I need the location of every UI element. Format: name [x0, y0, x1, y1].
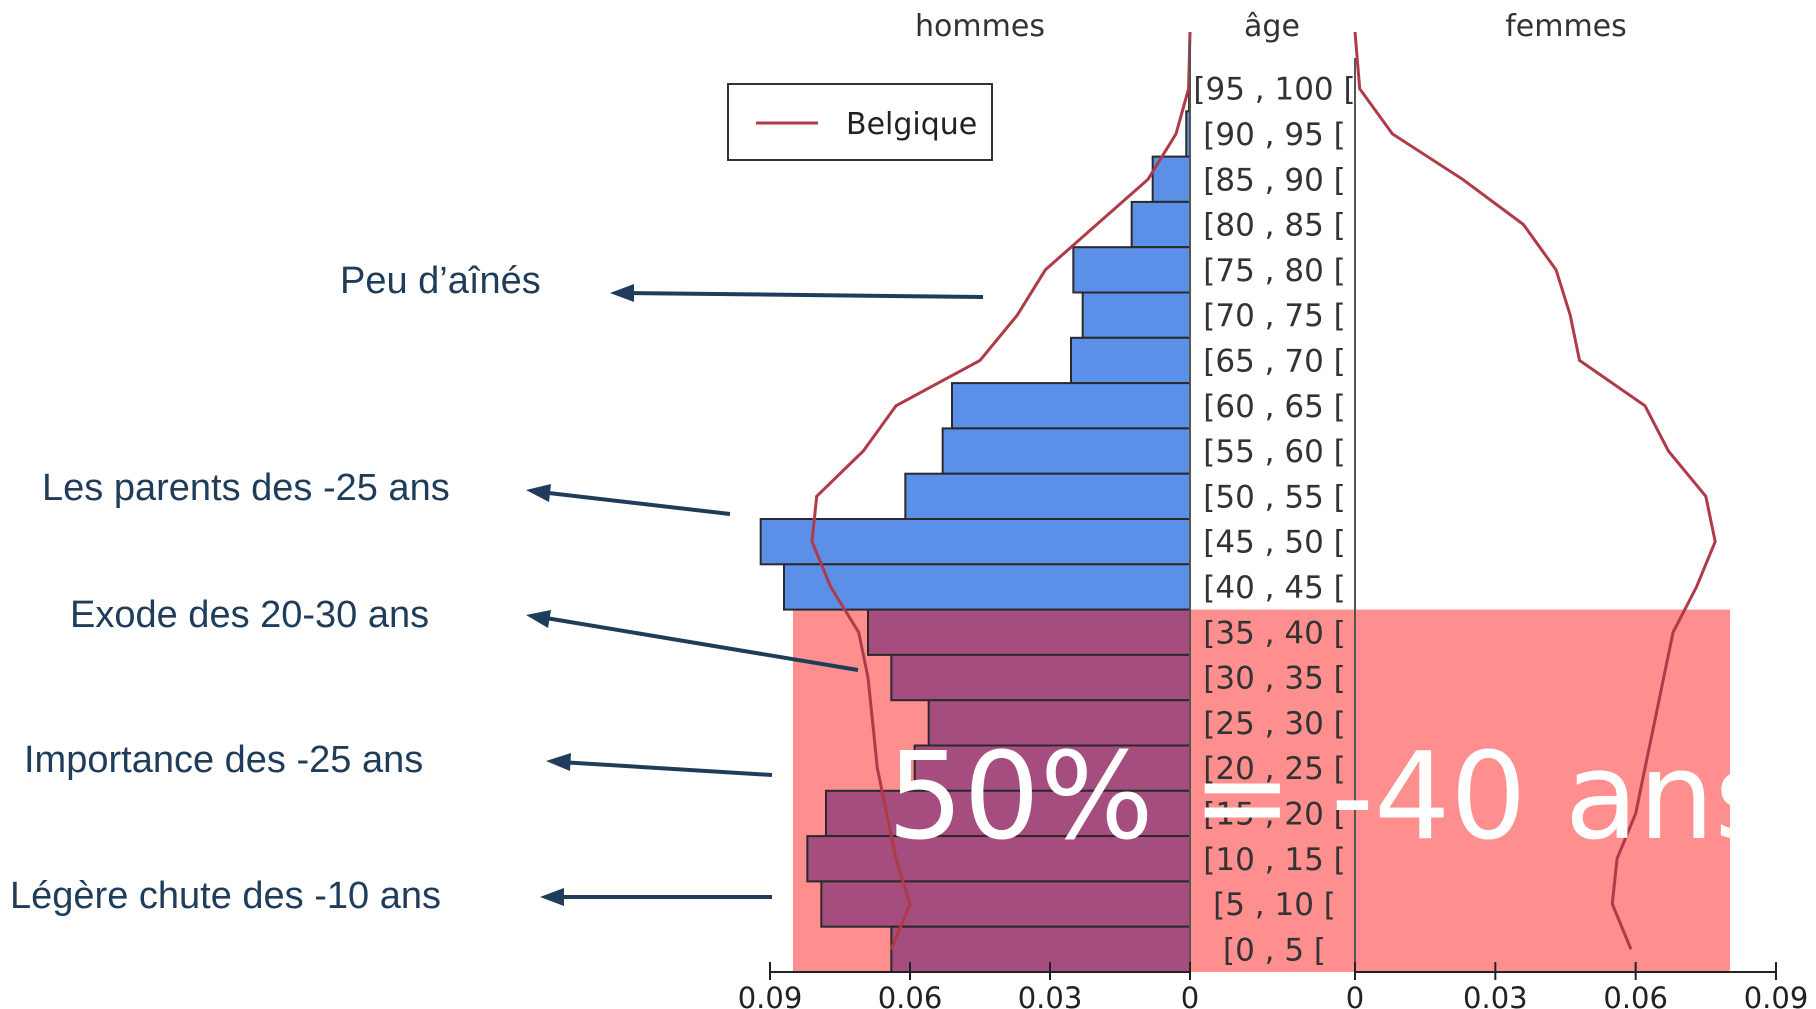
bar-hommes: [927, 699, 1192, 747]
age-label: [85 , 90 [: [1203, 162, 1346, 198]
tick-label-left: 0.09: [738, 981, 803, 1009]
annotation-arrow-exode: [539, 615, 859, 672]
annotation-chute: Légère chute des -10 ans: [10, 875, 441, 917]
arrowhead-icon: [540, 888, 564, 906]
tick-label-left: 0: [1181, 981, 1199, 1009]
bar-hommes: [1072, 246, 1192, 294]
bar-hommes: [1081, 291, 1191, 339]
age-label: [50 , 55 [: [1203, 479, 1346, 515]
annotation-arrow-parents: [539, 490, 731, 516]
tick-label-left: 0.03: [1018, 981, 1083, 1009]
age-label: [95 , 100 [: [1193, 72, 1355, 108]
tick-label-right: 0.06: [1603, 981, 1668, 1009]
bar-hommes: [867, 608, 1191, 656]
annotations: Peu d’aînés Les parents des -25 ans Exod…: [10, 260, 984, 917]
bar-hommes: [890, 653, 1191, 702]
arrowhead-icon: [610, 284, 634, 302]
age-label: [30 , 35 [: [1203, 661, 1346, 697]
age-label: [15 , 20 [: [1203, 796, 1346, 832]
age-label: [40 , 45 [: [1203, 570, 1346, 606]
arrowhead-icon: [526, 484, 551, 502]
age-label: [90 , 95 [: [1203, 117, 1346, 153]
arrowhead-icon: [526, 610, 551, 628]
bar-hommes: [1070, 336, 1191, 385]
age-labels: [95 , 100 [ [90 , 95 [ [85 , 90 [ [80 , 85 …: [1193, 72, 1355, 969]
annotation-arrow-peu-aines: [623, 291, 984, 299]
age-label: [70 , 75 [: [1203, 298, 1346, 334]
annotation-importance: Importance des -25 ans: [24, 739, 423, 781]
line-belgique-femmes: [1353, 31, 1717, 950]
bar-hommes: [913, 744, 1192, 792]
age-label: [65 , 70 [: [1203, 343, 1346, 379]
bar-hommes: [904, 472, 1191, 521]
age-label: [20 , 25 [: [1203, 751, 1346, 787]
age-label: [75 , 80 [: [1203, 253, 1346, 289]
annotation-arrow-importance: [559, 760, 773, 777]
age-label: [10 , 15 [: [1203, 842, 1346, 878]
bar-hommes: [759, 518, 1192, 566]
overlay-text: 50% = -40 ans: [887, 728, 1777, 867]
line-belgique-hommes: [810, 31, 1192, 950]
header-femmes: femmes: [1505, 9, 1627, 44]
bar-hommes: [806, 835, 1191, 883]
belgique-lines: [810, 31, 1717, 950]
tick-label-right: 0.09: [1744, 981, 1809, 1009]
age-label: [5 , 10 [: [1213, 887, 1336, 923]
bar-hommes: [951, 382, 1191, 430]
bar-hommes: [890, 925, 1191, 974]
bar-hommes: [820, 880, 1191, 928]
tick-label-left: 0.06: [878, 981, 943, 1009]
header-age: âge: [1244, 9, 1300, 44]
legend: Belgique: [727, 83, 993, 161]
age-label: [25 , 30 [: [1203, 706, 1346, 742]
age-label: [35 , 40 [: [1203, 615, 1346, 651]
age-label: [45 , 50 [: [1203, 525, 1346, 561]
age-label: [0 , 5 [: [1223, 932, 1326, 968]
tick-label-right: 0: [1346, 981, 1364, 1009]
annotation-peu-aines: Peu d’aînés: [340, 260, 541, 302]
annotation-exode: Exode des 20-30 ans: [70, 594, 429, 636]
age-label: [80 , 85 [: [1203, 208, 1346, 244]
annotation-parents: Les parents des -25 ans: [42, 467, 450, 509]
age-label: [60 , 65 [: [1203, 389, 1346, 425]
age-label: [55 , 60 [: [1203, 434, 1346, 470]
bar-hommes: [941, 427, 1192, 475]
bar-hommes: [1130, 200, 1191, 249]
arrowhead-icon: [546, 753, 571, 771]
header-hommes: hommes: [915, 9, 1045, 44]
legend-label-belgique: Belgique: [846, 107, 977, 142]
axes: 0.09 0.06 0.03 0 0 0.03 0.06 0.09: [738, 40, 1809, 1009]
tick-label-right: 0.03: [1463, 981, 1528, 1009]
bar-hommes: [783, 563, 1191, 611]
